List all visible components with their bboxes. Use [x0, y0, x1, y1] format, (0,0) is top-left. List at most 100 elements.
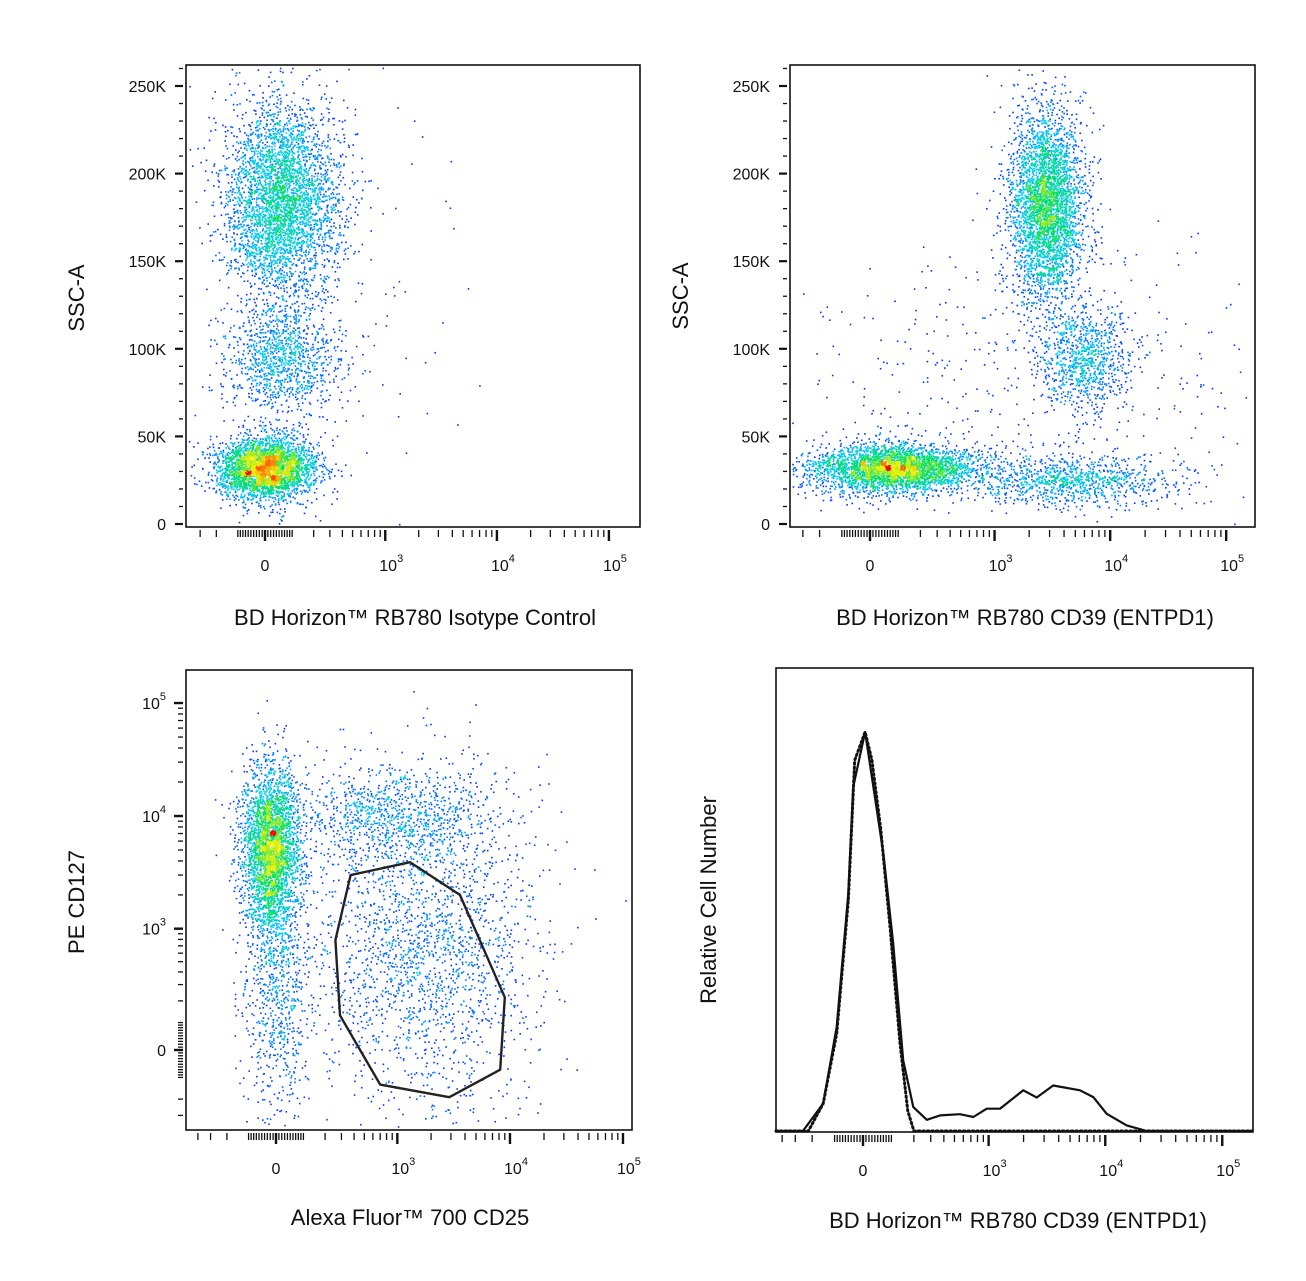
event-dot	[239, 469, 241, 471]
event-dot	[232, 127, 234, 129]
event-dot	[250, 499, 252, 501]
event-dot	[284, 212, 286, 214]
event-dot	[265, 452, 267, 454]
event-dot	[246, 257, 248, 259]
event-dot	[285, 171, 287, 173]
event-dot	[282, 468, 284, 470]
event-dot	[266, 449, 268, 451]
event-dot	[274, 457, 276, 459]
event-dot	[281, 495, 283, 497]
event-dot	[310, 474, 312, 476]
event-dot	[227, 476, 229, 478]
event-dot	[294, 492, 296, 494]
event-dot	[251, 495, 253, 497]
event-dot	[300, 490, 302, 492]
event-dot	[256, 197, 258, 199]
event-dot	[290, 469, 292, 471]
event-dot	[242, 481, 244, 483]
event-dot	[208, 482, 210, 484]
event-dot	[236, 459, 238, 461]
event-dot	[290, 472, 292, 474]
event-dot	[304, 266, 306, 268]
event-dot	[232, 468, 234, 470]
event-dot	[307, 434, 309, 436]
event-dot	[271, 146, 273, 148]
event-dot	[279, 214, 281, 216]
event-dot	[228, 217, 230, 219]
x-axis-ticks: 0 103 104 105	[200, 530, 627, 575]
event-dot	[275, 123, 277, 125]
event-dot	[256, 480, 258, 482]
event-dot	[222, 494, 224, 496]
event-dot	[250, 141, 252, 143]
event-dot	[258, 456, 260, 458]
event-dot	[312, 259, 314, 261]
event-dot	[213, 447, 215, 449]
event-dot	[316, 469, 318, 471]
event-dot	[238, 84, 240, 86]
event-dot	[327, 169, 329, 171]
event-dot	[283, 457, 285, 459]
event-dot	[318, 458, 320, 460]
event-dot	[329, 478, 331, 480]
event-dot	[234, 497, 236, 499]
event-dot	[308, 221, 310, 223]
event-dot	[254, 487, 256, 489]
event-dot	[280, 225, 282, 227]
event-dot	[215, 255, 217, 257]
event-dot	[244, 465, 246, 467]
event-dot	[336, 134, 338, 136]
event-dot	[262, 206, 264, 208]
event-dot	[335, 463, 337, 465]
event-dot	[269, 146, 271, 148]
event-dot	[288, 109, 290, 111]
event-dot	[282, 491, 284, 493]
event-dot	[325, 191, 327, 193]
event-dot	[287, 467, 289, 469]
event-dot	[326, 98, 328, 100]
event-dot	[274, 473, 276, 475]
event-dot	[294, 498, 296, 500]
event-dot	[255, 442, 257, 444]
event-dot	[236, 451, 238, 453]
event-dot	[277, 444, 279, 446]
event-dot	[240, 496, 242, 498]
event-dot	[287, 476, 289, 478]
event-dot	[263, 454, 265, 456]
event-dot	[287, 128, 289, 130]
event-dot	[301, 135, 303, 137]
event-dot	[283, 277, 285, 279]
event-dot	[289, 460, 291, 462]
event-dot	[291, 466, 293, 468]
event-dot	[290, 500, 292, 502]
event-dot	[283, 204, 285, 206]
event-dot	[242, 263, 244, 265]
event-dot	[248, 145, 250, 147]
event-dot	[284, 439, 286, 441]
event-dot	[245, 155, 247, 157]
event-dot	[307, 492, 309, 494]
event-dot	[239, 131, 241, 133]
event-dot	[287, 486, 289, 488]
event-dot	[258, 144, 260, 146]
event-dot	[219, 482, 221, 484]
event-dot	[269, 236, 271, 238]
event-dot	[264, 117, 266, 119]
event-dot	[190, 149, 192, 151]
event-dot	[358, 202, 360, 204]
event-dot	[232, 486, 234, 488]
event-dot	[240, 276, 242, 278]
event-dot	[264, 272, 266, 274]
event-dot	[297, 175, 299, 177]
event-dot	[218, 447, 220, 449]
event-dot	[300, 503, 302, 505]
event-dot	[204, 190, 206, 192]
event-dot	[255, 148, 257, 150]
event-dot	[250, 434, 252, 436]
event-dot	[227, 480, 229, 482]
event-dot	[254, 275, 256, 277]
event-dot	[283, 515, 285, 517]
event-dot	[239, 522, 241, 524]
event-dot	[248, 470, 250, 472]
event-dot	[292, 273, 294, 275]
